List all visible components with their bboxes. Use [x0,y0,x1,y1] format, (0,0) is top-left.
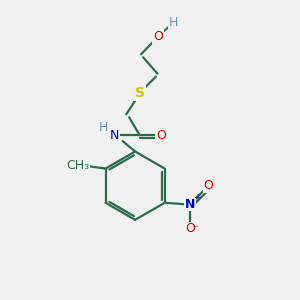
Text: H: H [98,121,108,134]
Text: H: H [169,16,178,29]
Text: O: O [156,129,166,142]
Text: S: S [135,86,145,100]
Text: O: O [153,30,163,43]
Text: O: O [203,179,213,192]
Text: N: N [185,198,195,211]
Text: CH₃: CH₃ [66,159,89,172]
Text: ⁻: ⁻ [192,224,198,234]
Text: N: N [110,129,119,142]
Text: O: O [185,222,195,236]
Text: +: + [193,193,200,203]
